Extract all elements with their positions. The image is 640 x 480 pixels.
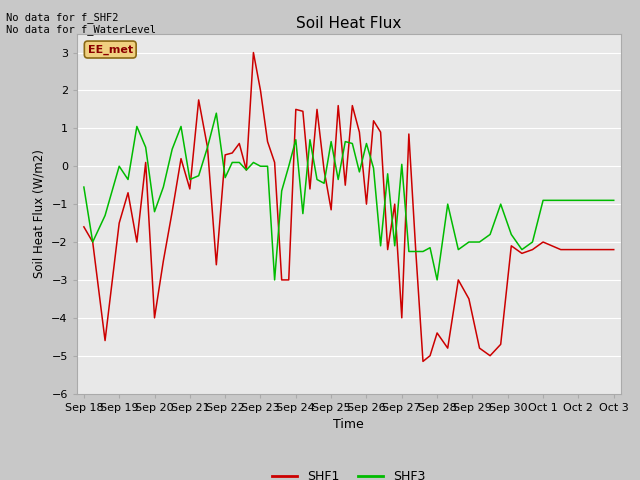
Title: Soil Heat Flux: Soil Heat Flux xyxy=(296,16,401,31)
X-axis label: Time: Time xyxy=(333,418,364,431)
Legend: SHF1, SHF3: SHF1, SHF3 xyxy=(267,465,431,480)
Y-axis label: Soil Heat Flux (W/m2): Soil Heat Flux (W/m2) xyxy=(33,149,45,278)
Text: EE_met: EE_met xyxy=(88,44,133,55)
Text: No data for f_SHF2
No data for f_WaterLevel: No data for f_SHF2 No data for f_WaterLe… xyxy=(6,12,156,36)
